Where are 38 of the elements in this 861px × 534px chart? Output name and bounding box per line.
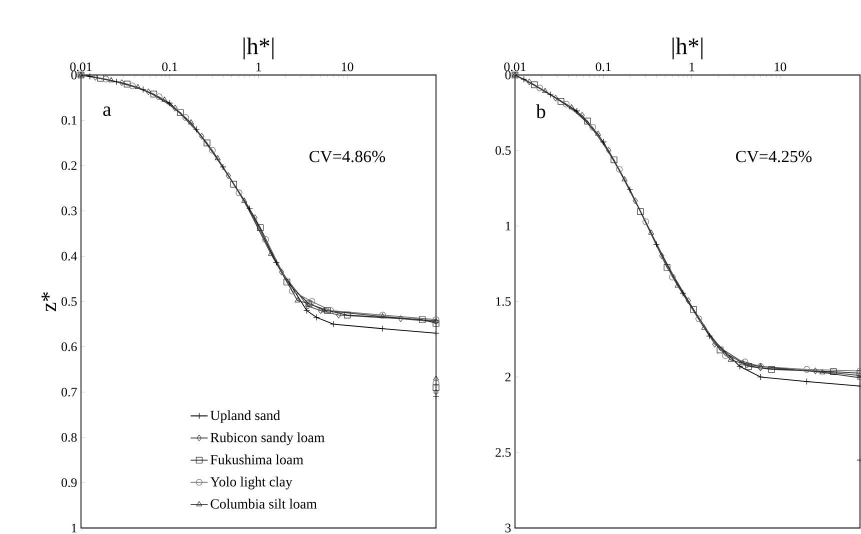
y-tick-label: 0.5 <box>496 146 511 155</box>
y-tick-label: 0.4 <box>62 252 78 261</box>
x-tick-label: 0.01 <box>504 62 526 72</box>
y-tick-label: 1 <box>506 222 510 230</box>
annotation: CV=4.25% <box>736 150 812 162</box>
y-axis-title: z* <box>42 292 56 312</box>
x-tick-label: 10 <box>342 62 354 72</box>
y-tick-label: 1.5 <box>496 297 511 306</box>
y-tick-label: 0.2 <box>62 161 77 170</box>
x-tick-label: 10 <box>774 62 786 72</box>
y-tick-label: 0.5 <box>62 297 77 306</box>
y-tick-label: 0.6 <box>62 342 77 352</box>
x-tick-label: 0.1 <box>596 62 611 72</box>
y-tick-label: 0 <box>505 70 511 80</box>
x-axis-title: |h*| <box>672 38 702 60</box>
annotation: b <box>536 104 546 118</box>
x-tick-label: 1 <box>256 62 261 72</box>
y-tick-label: 0.7 <box>62 388 77 397</box>
y-tick-label: 0.3 <box>62 206 77 216</box>
y-tick-label: 0.8 <box>62 433 77 442</box>
x-tick-label: 0.1 <box>162 62 178 72</box>
x-tick-label: 0.01 <box>70 62 92 72</box>
y-tick-label: 2 <box>505 372 511 382</box>
y-tick-label: 0.1 <box>62 116 76 125</box>
annotation: CV=4.86% <box>310 150 386 162</box>
y-tick-label: 0.9 <box>62 478 77 488</box>
legend-label: Columbia silt loam <box>210 498 317 509</box>
y-tick-label: 3 <box>505 524 511 532</box>
y-tick-label: 1 <box>72 524 76 532</box>
y-tick-label: 2.5 <box>496 448 511 457</box>
legend-label: Fukushima loam <box>210 454 304 464</box>
legend-label: Yolo light clay <box>210 476 292 490</box>
y-tick-label: 0 <box>71 70 77 80</box>
legend-label: Rubicon sandy loam <box>210 432 325 446</box>
legend-label: Upland sand <box>210 410 280 423</box>
x-tick-label: 1 <box>690 62 694 72</box>
annotation: a <box>103 106 112 116</box>
x-axis-title: |h*| <box>244 38 274 60</box>
